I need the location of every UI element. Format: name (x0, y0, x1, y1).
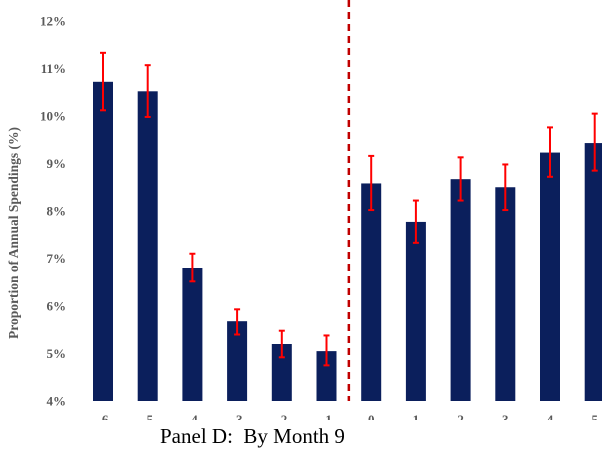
x-tick-label: 5 (591, 412, 598, 420)
y-tick-label: 5% (47, 346, 67, 361)
error-bar (591, 112, 598, 172)
x-tick-label: 0 (368, 412, 375, 420)
x-tick-label: 2 (457, 412, 464, 420)
bar-chart: 4% 5% 6% 7% 8% 9% 10% 11% 12% -6 -5 -4 -3 -2 -1 0 1 2 3 4 5… (6, 0, 602, 420)
error-bar (368, 154, 375, 212)
x-tick-label: 3 (502, 412, 509, 420)
error-bar (412, 199, 419, 244)
x-tick-label: -3 (232, 412, 243, 420)
bar (361, 183, 382, 401)
y-tick-label: 11% (41, 61, 66, 76)
y-tick-label: 6% (47, 299, 67, 314)
error-bar (278, 329, 285, 359)
error-bar (100, 51, 106, 112)
bar (137, 91, 158, 402)
x-tick-label: -2 (276, 412, 287, 420)
bar (495, 187, 516, 401)
y-tick-label: 10% (40, 109, 66, 124)
x-tick-label: -4 (187, 412, 198, 420)
x-tick-label: -1 (321, 412, 332, 420)
y-tick-label: 4% (47, 394, 67, 409)
x-tick-label: 1 (413, 412, 420, 420)
bar (405, 221, 426, 401)
x-tick-label: -5 (142, 412, 153, 420)
y-tick-label: 9% (47, 156, 67, 171)
bar (227, 321, 248, 401)
error-bar (323, 334, 330, 367)
x-tick-label: 4 (547, 412, 554, 420)
y-axis-ticks: 4% 5% 6% 7% 8% 9% 10% 11% 12% (40, 14, 66, 409)
bar (540, 152, 560, 401)
error-bar (547, 126, 553, 178)
bar (271, 344, 292, 401)
error-bar (234, 308, 241, 336)
bar (316, 351, 337, 401)
x-axis-ticks: -6 -5 -4 -3 -2 -1 0 1 2 3 4 5 (98, 412, 599, 420)
y-tick-label: 12% (40, 14, 66, 29)
bar (450, 179, 471, 401)
bar (93, 81, 113, 402)
error-bar (457, 156, 464, 202)
y-tick-label: 7% (47, 251, 67, 266)
bar (584, 143, 602, 401)
y-axis-title: Proportion of Annual Spendings (%) (6, 127, 21, 339)
error-bar (144, 64, 151, 118)
panel-title-text: Panel D: By Month 9 (160, 424, 345, 448)
error-bar (189, 252, 196, 283)
bar (182, 268, 203, 401)
error-bar (502, 163, 509, 212)
x-tick-label: -6 (98, 412, 109, 420)
bars (93, 81, 602, 402)
error-bars (100, 51, 598, 367)
y-tick-label: 8% (47, 204, 67, 219)
